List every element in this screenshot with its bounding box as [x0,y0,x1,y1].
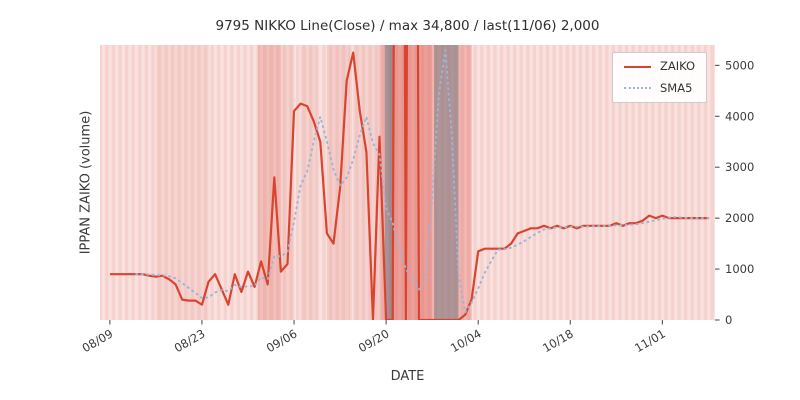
x-tick-label: 11/01 [632,326,668,355]
legend-item-sma5: SMA5 [624,80,695,95]
legend-label-zaiko: ZAIKO [660,59,696,73]
y-axis-label: IPPAN ZAIKO (volume) [78,110,94,255]
legend-label-sma5: SMA5 [660,80,693,95]
y-tick-label: 2000 [725,211,754,225]
x-tick-label: 08/23 [172,326,208,355]
y-tick-label: 5000 [725,58,754,72]
x-tick-label: 09/20 [356,326,392,355]
sma5-line-sample-icon [624,87,651,90]
x-tick-label: 10/18 [540,326,576,355]
legend-item-zaiko: ZAIKO [624,59,696,73]
highlight-band [155,45,209,320]
highlight-band [300,45,318,320]
x-tick-label: 09/06 [264,326,300,355]
sma5-line [135,49,710,314]
x-tick-label: 10/04 [448,326,484,355]
chart-title: 9795 NIKKO Line(Close) / max 34,800 / la… [215,18,600,34]
y-tick-label: 1000 [725,262,754,276]
highlight-band [280,45,295,320]
series-group [109,45,710,320]
highlight-band [384,45,395,320]
y-tick-label: 3000 [725,160,754,174]
x-tick-label: 08/09 [80,326,116,355]
y-tick-label: 4000 [725,109,754,123]
zaiko-line-sample-icon [624,65,651,68]
y-tick-label: 0 [725,313,732,327]
x-axis-label: DATE [390,369,425,384]
highlight-band [257,45,281,320]
legend: ZAIKO SMA5 [612,52,708,103]
